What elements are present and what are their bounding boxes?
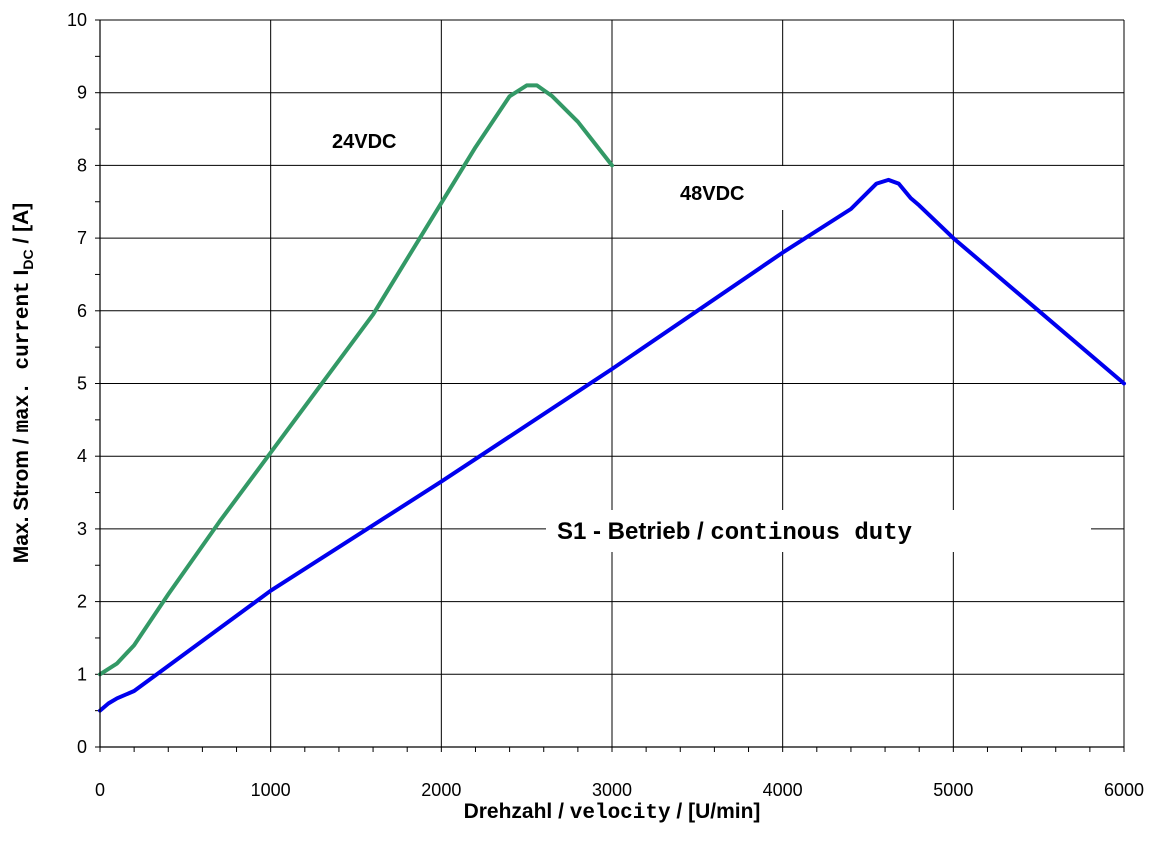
y-axis-title-sym: I <box>10 270 33 282</box>
x-tick-label: 2000 <box>421 780 461 800</box>
y-tick-label: 8 <box>77 155 87 175</box>
x-tick-label: 0 <box>95 780 105 800</box>
y-tick-label: 7 <box>77 228 87 248</box>
x-axis-title: Drehzahl / velocity / [U/min] <box>464 800 761 825</box>
y-tick-label: 2 <box>77 592 87 612</box>
label-48vdc-bg <box>662 166 786 210</box>
y-tick-label: 10 <box>67 10 87 30</box>
label-48vdc: 48VDC <box>680 183 744 205</box>
y-axis-title-main: Max. Strom / <box>10 433 33 564</box>
duty-annotation-main: S1 - Betrieb / <box>557 518 710 545</box>
y-tick-label: 5 <box>77 374 87 394</box>
x-tick-label: 5000 <box>933 780 973 800</box>
series-line-48vdc <box>98 177 1126 713</box>
x-axis-title-mono: velocity <box>570 802 671 825</box>
series-layer <box>98 83 1126 713</box>
minor-ticks <box>95 19 1125 752</box>
y-tick-label: 0 <box>77 737 87 757</box>
x-axis-title-main: Drehzahl / <box>464 800 570 823</box>
series-line-24vdc <box>98 83 614 677</box>
y-axis-title-tail: / [A] <box>10 203 33 250</box>
tick-labels: 0 1000 2000 3000 4000 5000 6000 0 1 2 3 4 5 6 7 8 9 10 <box>67 10 1144 800</box>
y-tick-label: 1 <box>77 664 87 684</box>
label-24vdc-bg <box>328 123 438 159</box>
axes <box>99 20 1124 748</box>
y-tick-label: 6 <box>77 301 87 321</box>
y-axis-title-sub: DC <box>20 249 36 269</box>
duty-annotation-mono: continous duty <box>710 520 912 547</box>
x-tick-label: 6000 <box>1104 780 1144 800</box>
y-tick-label: 9 <box>77 83 87 103</box>
label-24vdc: 24VDC <box>332 131 396 153</box>
duty-annotation: S1 - Betrieb / continous duty <box>557 518 912 547</box>
x-axis-title-tail: / [U/min] <box>671 800 761 823</box>
y-axis-title-mono: max. current <box>12 281 35 432</box>
y-axis-title: Max. Strom / max. current IDC / [A] <box>10 203 36 564</box>
x-tick-label: 1000 <box>251 780 291 800</box>
duty-annotation-bg <box>546 510 1091 552</box>
y-tick-label: 3 <box>77 519 87 539</box>
x-tick-label: 3000 <box>592 780 632 800</box>
y-tick-label: 4 <box>77 446 87 466</box>
x-tick-label: 4000 <box>763 780 803 800</box>
